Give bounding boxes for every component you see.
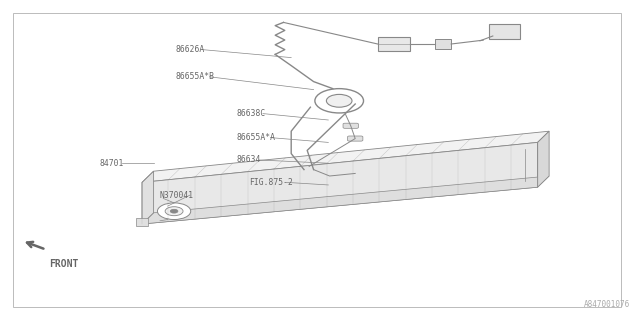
Text: A847001076: A847001076 [584,300,630,309]
Text: N370041: N370041 [160,191,194,200]
Polygon shape [538,131,549,187]
Polygon shape [142,176,549,224]
Circle shape [170,209,178,213]
Text: 84701: 84701 [99,159,124,168]
Text: 86626A: 86626A [176,45,205,54]
Bar [378,37,410,51]
Text: 86655A*A: 86655A*A [237,133,276,142]
Polygon shape [142,142,538,224]
Text: FRONT: FRONT [49,259,79,269]
Circle shape [157,203,191,220]
FancyBboxPatch shape [343,123,358,128]
Text: 86655A*B: 86655A*B [176,72,215,81]
Text: 86634: 86634 [237,156,261,164]
FancyBboxPatch shape [348,136,363,141]
FancyBboxPatch shape [489,24,520,38]
Circle shape [326,94,352,107]
Circle shape [315,89,364,113]
Polygon shape [142,131,549,182]
Text: 86638C: 86638C [237,109,266,118]
Polygon shape [142,171,154,224]
Circle shape [165,207,183,216]
Text: FIG.875-2: FIG.875-2 [250,178,294,187]
Polygon shape [136,218,148,226]
Bar [435,39,451,49]
